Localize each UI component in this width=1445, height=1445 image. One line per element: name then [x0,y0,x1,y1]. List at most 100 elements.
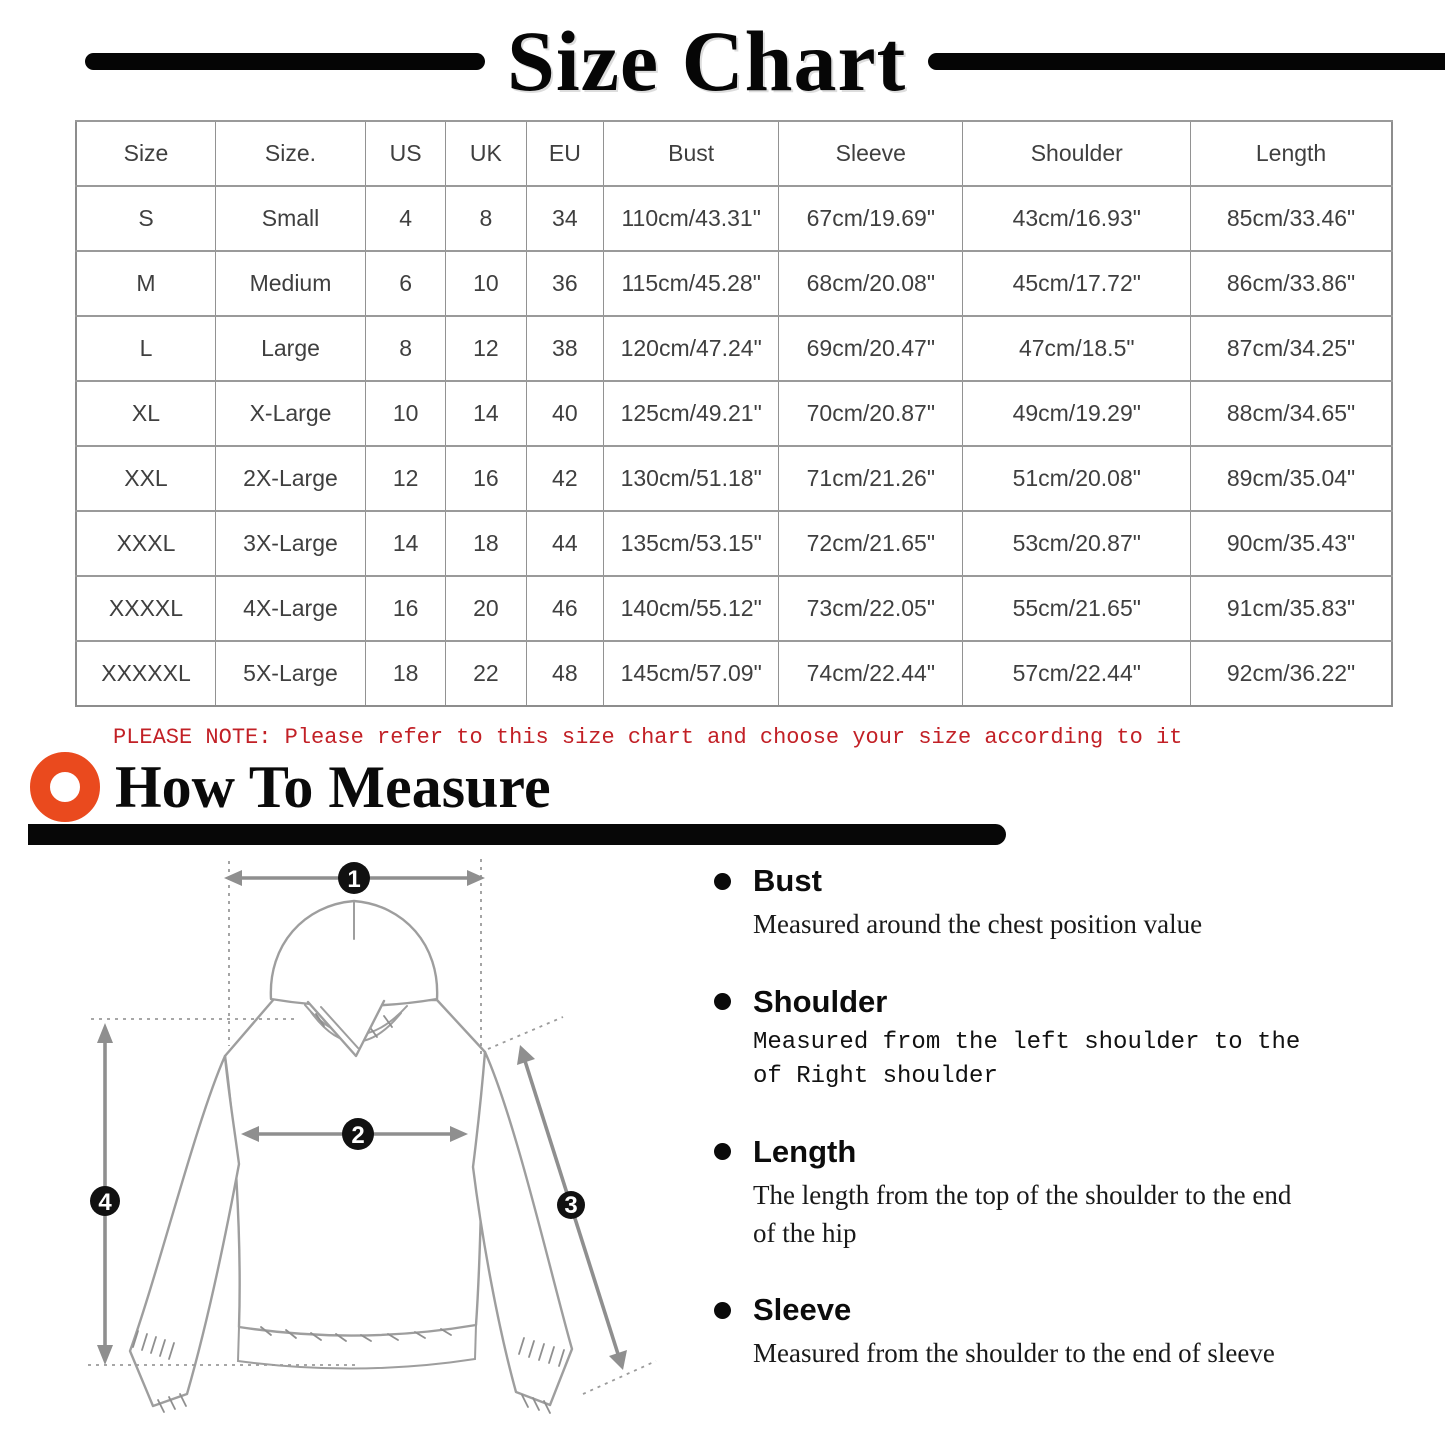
measure-item-description: Measured around the chest position value [753,909,1203,940]
table-cell: 8 [445,185,527,252]
table-cell: 16 [364,575,447,642]
table-cell: 88cm/34.65" [1190,380,1393,447]
measure-item-label: Length [753,1133,857,1169]
hoodie-measurement-diagram: 1 2 3 4 [88,859,657,1415]
measure-list: Bust Measured around the chest position … [714,849,1414,1445]
table-cell: 68cm/20.08" [778,250,964,317]
size-table: Size Size. US UK EU Bust Sleeve Shoulder Length … [75,120,1393,708]
table-cell: 20 [445,575,527,642]
table-cell: 44 [525,510,605,577]
table-cell: 51cm/20.08" [962,445,1192,512]
size-table-header-row: Size Size. US UK EU Bust Sleeve Shoulder Length [75,120,1393,187]
table-cell: 115cm/45.28" [603,250,780,317]
table-cell: 22 [445,640,527,707]
table-cell: 14 [445,380,527,447]
table-row: XXXXXL 5X-Large 18 22 48 145cm/57.09" 74cm/22.… [75,640,1393,707]
bullet-icon [714,872,731,890]
table-cell: XXXL [75,510,216,577]
column-header: Size [75,120,216,187]
how-to-measure-heading: How To Measure [115,754,551,821]
column-header: UK [445,120,527,187]
heading-underline [28,824,1006,846]
table-cell: 130cm/51.18" [603,445,780,512]
table-cell: 3X-Large [214,510,367,577]
table-cell: 42 [525,445,605,512]
table-cell: 38 [525,315,605,382]
diagram-marker-3: 3 [557,1191,585,1220]
table-cell: 18 [445,510,527,577]
table-cell: 12 [364,445,447,512]
page-title: Size Chart [507,13,907,109]
table-cell: 85cm/33.46" [1190,185,1393,252]
column-header: Size. [214,120,367,187]
table-cell: 145cm/57.09" [603,640,780,707]
table-row: XL X-Large 10 14 40 125cm/49.21" 70cm/20.87" 49… [75,380,1393,447]
table-cell: 135cm/53.15" [603,510,780,577]
guide-lines [88,859,657,1396]
measure-item-description: The length from the top of the shoulder … [753,1179,1292,1249]
table-cell: S [75,185,216,252]
table-cell: 72cm/21.65" [778,510,964,577]
table-cell: 6 [364,250,447,317]
table-cell: 34 [525,185,605,252]
table-cell: 40 [525,380,605,447]
table-cell: XXL [75,445,216,512]
table-cell: 5X-Large [214,640,367,707]
svg-text:1: 1 [347,866,360,893]
table-cell: 140cm/55.12" [603,575,780,642]
table-cell: 110cm/43.31" [603,185,780,252]
column-header: US [364,120,447,187]
table-row: XXXL 3X-Large 14 18 44 135cm/53.15" 72cm/21.65… [75,510,1393,577]
table-cell: 4X-Large [214,575,367,642]
table-cell: XL [75,380,216,447]
measure-item-shoulder: Shoulder Measured from the left shoulder… [714,984,1414,1094]
svg-text:3: 3 [564,1192,577,1219]
table-cell: 12 [445,315,527,382]
table-cell: X-Large [214,380,367,447]
hem-stitching [260,1326,452,1343]
svg-text:4: 4 [98,1189,112,1216]
hoodie-right-sleeve [471,1051,574,1407]
bullet-icon [714,993,731,1011]
table-cell: XXXXXL [75,640,216,707]
table-cell: Large [214,315,367,382]
table-row: M Medium 6 10 36 115cm/45.28" 68cm/20.08" 45cm/… [75,250,1393,317]
table-cell: 89cm/35.04" [1190,445,1393,512]
table-cell: 120cm/47.24" [603,315,780,382]
measure-item-description: Measured from the shoulder to the end of… [753,1338,1275,1369]
table-cell: 55cm/21.65" [962,575,1192,642]
left-cuff-stitching [132,1330,187,1414]
measure-item-sleeve: Sleeve Measured from the shoulder to the… [714,1292,1414,1372]
measure-item-description: Measured from the left shoulder to the o… [753,1028,1301,1090]
measure-section: 1 2 3 4 Bust Measured around the ch [0,849,1445,1445]
table-cell: 10 [445,250,527,317]
measure-item-label: Shoulder [753,983,888,1019]
table-cell: Small [214,185,367,252]
right-cuff-stitching [518,1337,565,1415]
size-note: PLEASE NOTE: Please refer to this size c… [113,725,1183,751]
how-to-measure-header: How To Measure [30,752,1445,823]
table-cell: 92cm/36.22" [1190,640,1393,707]
column-header: EU [525,120,605,187]
table-cell: 67cm/19.69" [778,185,964,252]
column-header: Length [1190,120,1393,187]
measure-item-length: Length The length from the top of the sh… [714,1134,1414,1253]
table-row: L Large 8 12 38 120cm/47.24" 69cm/20.47" 47cm/1… [75,315,1393,382]
table-cell: Medium [214,250,367,317]
title-bar-left [85,52,485,70]
table-cell: 18 [364,640,447,707]
table-cell: 69cm/20.47" [778,315,964,382]
table-cell: 10 [364,380,447,447]
title-row: Size Chart [0,16,1445,106]
column-header: Bust [603,120,780,187]
column-header: Sleeve [778,120,964,187]
table-cell: 16 [445,445,527,512]
measure-item-label: Sleeve [753,1292,852,1328]
table-row: S Small 4 8 34 110cm/43.31" 67cm/19.69" 43cm/16… [75,185,1393,252]
table-cell: 14 [364,510,447,577]
table-cell: 74cm/22.44" [778,640,964,707]
table-cell: 90cm/35.43" [1190,510,1393,577]
hoodie-left-sleeve [128,1055,241,1408]
table-cell: 2X-Large [214,445,367,512]
measure-item-label: Bust [753,863,822,899]
